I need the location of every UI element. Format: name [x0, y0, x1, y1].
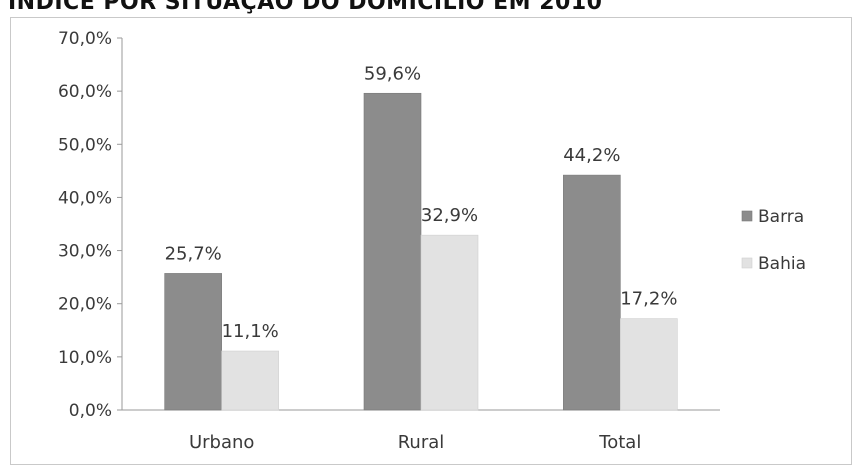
data-label: 17,2% — [620, 289, 677, 310]
y-tick-label: 70,0% — [58, 29, 112, 49]
x-category-label: Rural — [398, 432, 445, 453]
data-label: 32,9% — [421, 205, 478, 226]
bar-barra-rural — [363, 92, 422, 411]
legend-label-bahia: Bahia — [758, 254, 806, 274]
chart-title: ÍNDICE POR SITUAÇÃO DO DOMICÍLIO EM 2010 — [8, 0, 603, 15]
legend-swatch-barra — [741, 210, 753, 222]
y-tick-label: 30,0% — [58, 242, 112, 262]
data-label: 25,7% — [165, 243, 222, 264]
legend-layer: Barra Bahia — [741, 207, 806, 274]
y-tick-label: 50,0% — [58, 135, 112, 155]
bars-layer — [164, 92, 678, 411]
bar-bahia-rural — [420, 234, 479, 411]
chart-frame — [10, 17, 852, 465]
bar-barra-urbano — [164, 273, 222, 411]
data-label: 44,2% — [563, 145, 620, 166]
data-label: 59,6% — [364, 63, 421, 84]
y-tick-label: 0,0% — [69, 401, 112, 421]
x-category-label: Total — [598, 432, 641, 453]
bar-bahia-urbano — [221, 350, 279, 411]
y-tick-label: 40,0% — [58, 188, 112, 208]
y-tick-label: 20,0% — [58, 295, 112, 315]
bar-barra-total — [563, 174, 621, 411]
bar-bahia-total — [620, 318, 678, 411]
legend-label-barra: Barra — [758, 207, 804, 227]
y-tick-label: 10,0% — [58, 348, 112, 368]
chart-title-strip: ÍNDICE POR SITUAÇÃO DO DOMICÍLIO EM 2010 — [0, 0, 860, 16]
legend-swatch-bahia — [741, 257, 753, 269]
y-tick-label: 60,0% — [58, 82, 112, 102]
x-category-label: Urbano — [189, 432, 254, 453]
data-label: 11,1% — [222, 321, 279, 342]
labels-layer: 25,7% 11,1% Urbano 59,6% 32,9% Rural 44,2% 17,2… — [165, 63, 678, 453]
